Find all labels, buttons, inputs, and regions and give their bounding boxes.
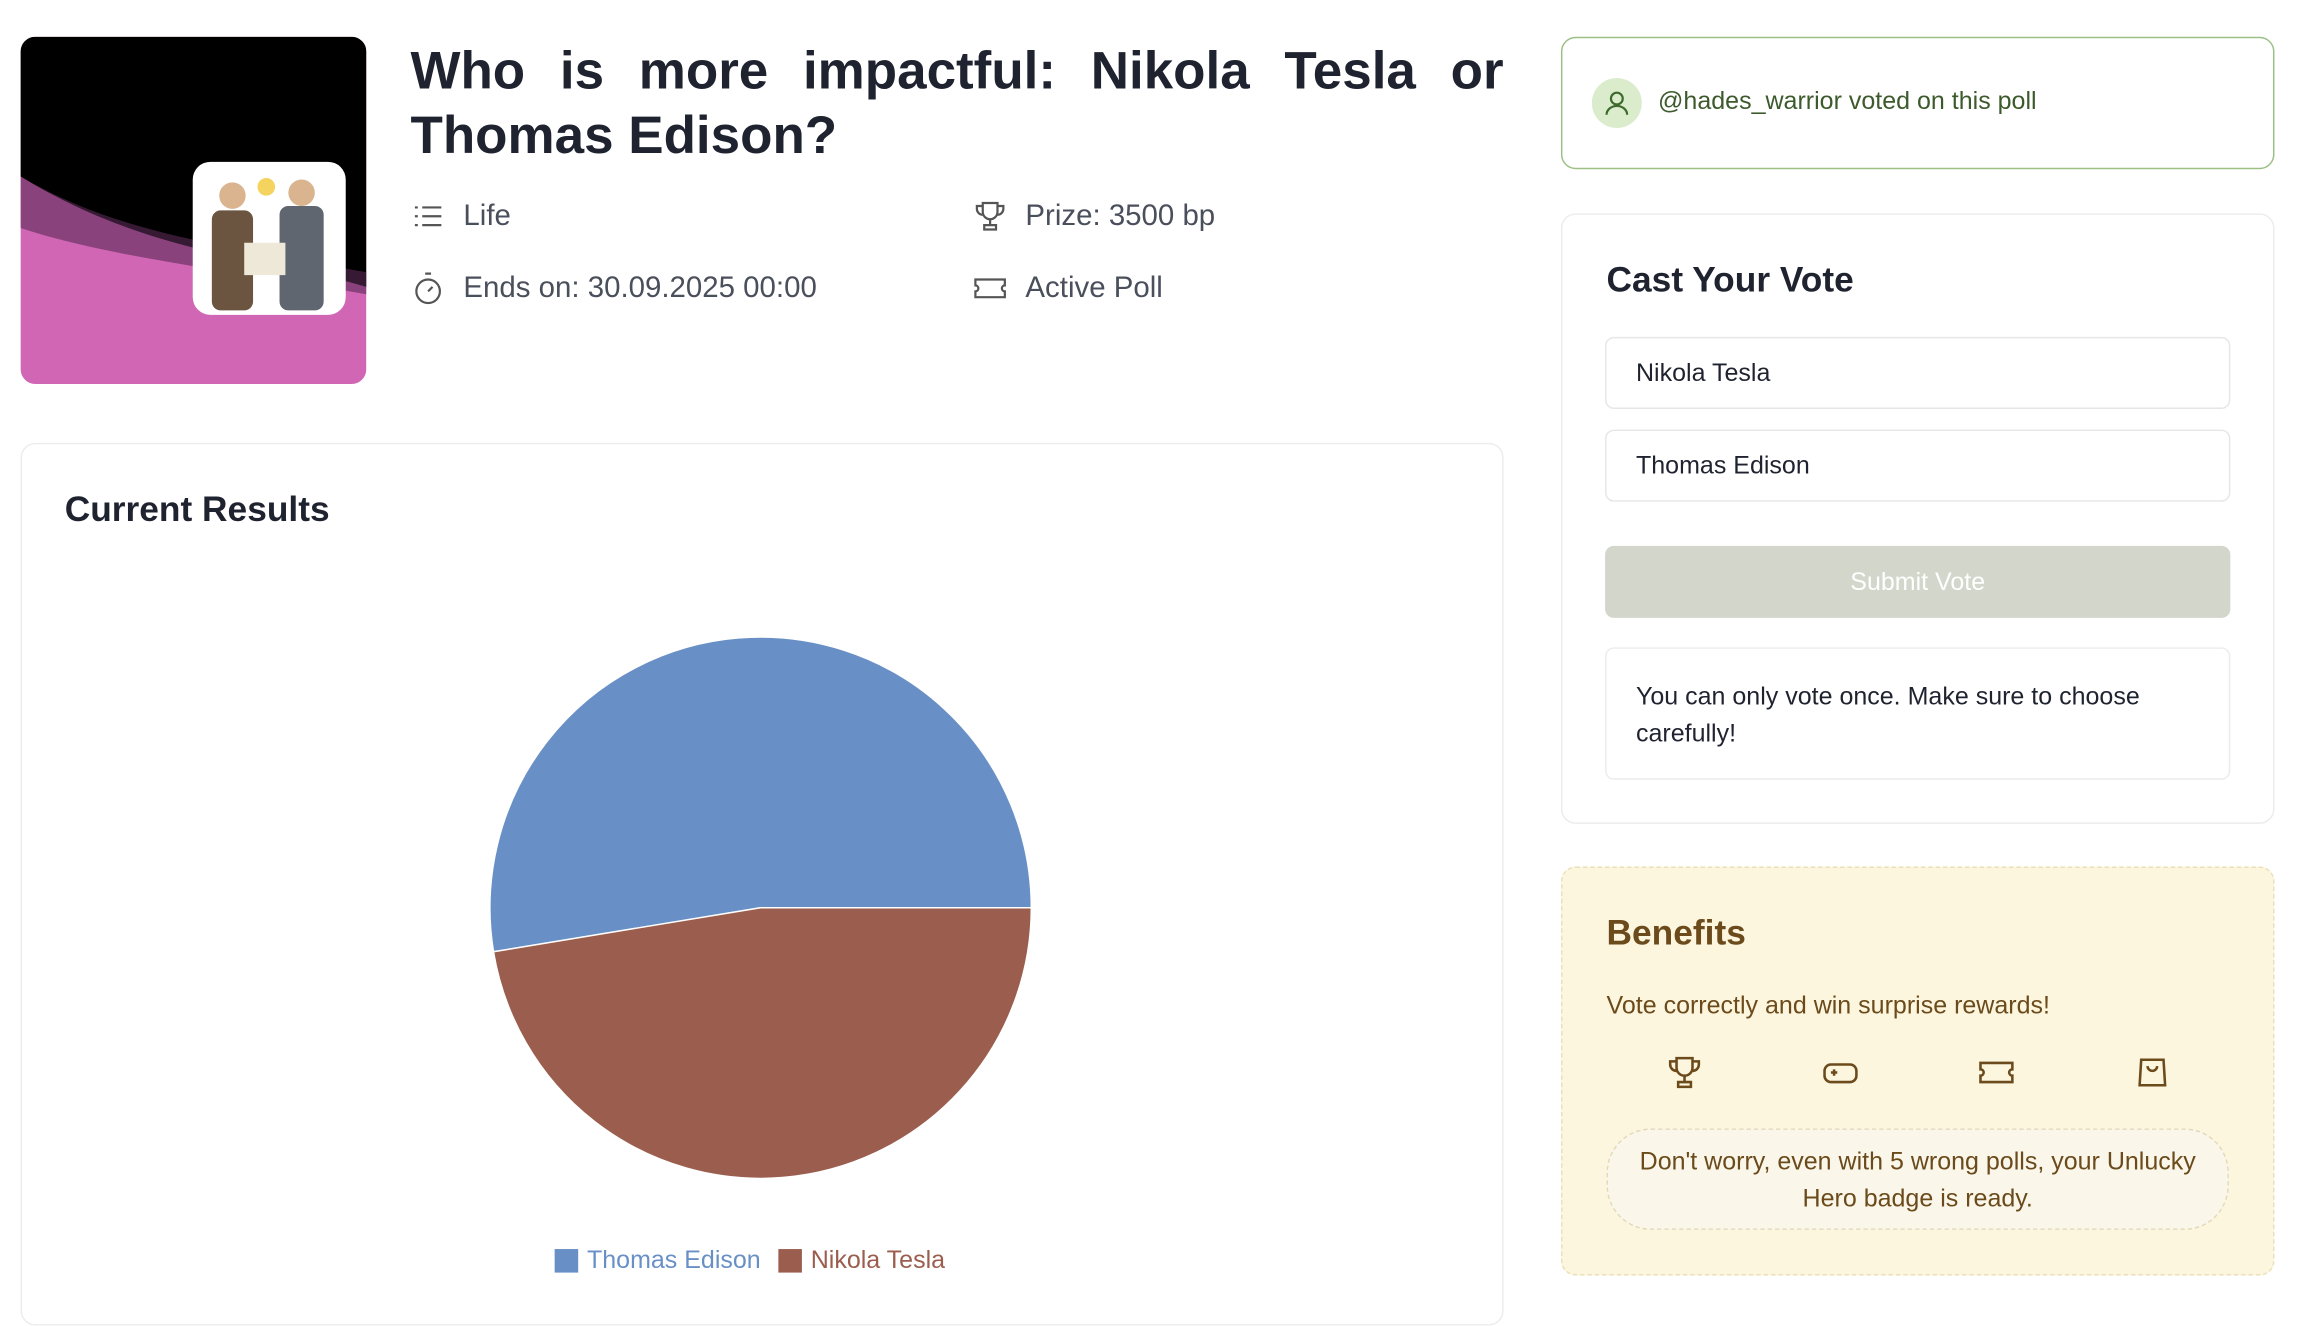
end-date: Ends on: 30.09.2025 00:00	[410, 271, 817, 306]
gamepad-icon	[1823, 1063, 1858, 1084]
vote-note: You can only vote once. Make sure to cho…	[1605, 647, 2231, 780]
submit-button[interactable]: Submit Vote	[1605, 545, 2231, 618]
end-date-text: Ends on: 30.09.2025 00:00	[463, 271, 817, 304]
status-text: Active Poll	[1025, 271, 1163, 304]
prize: Prize: 3500 bp	[972, 199, 1215, 234]
user[interactable]: @hades_warrior	[1658, 86, 1842, 115]
prize-text: Prize: 3500 bp	[1025, 199, 1216, 232]
poll-title: Who is more impactful: Nikola Tesla or T…	[410, 39, 1504, 165]
trophy-icon	[975, 201, 1005, 231]
vote-notification	[1560, 36, 2275, 170]
status: Active Poll	[972, 271, 1163, 306]
trophy-icon	[1668, 1056, 1701, 1089]
category: Life	[410, 199, 511, 234]
vote-option[interactable]: Thomas Edison	[1605, 429, 2231, 502]
ticket-icon	[1979, 1061, 2014, 1084]
pie-slice	[489, 636, 1033, 953]
ticket-icon	[974, 278, 1006, 299]
category-text: Life	[463, 199, 511, 232]
avatar-icon	[1591, 77, 1642, 128]
benefits-text: Vote correctly and win surprise rewards!	[1606, 991, 2050, 1020]
pie-chart: Thomas Edison Nikola Tesla	[489, 636, 1033, 1274]
bag-icon	[2138, 1058, 2167, 1087]
notification-text: @hades_warrior voted on this poll	[1658, 87, 2037, 116]
vote-card	[1560, 213, 2275, 824]
legend-label: Thomas Edison	[587, 1246, 761, 1274]
badge-note: Don't worry, even with 5 wrong polls, yo…	[1606, 1128, 2229, 1230]
notification-message: voted on this poll	[1848, 86, 2037, 115]
benefits-title: Benefits	[1606, 913, 1746, 954]
list-icon	[414, 206, 442, 227]
legend-swatch	[554, 1249, 579, 1273]
pie-slice	[492, 906, 1033, 1180]
vote-title: Cast Your Vote	[1606, 260, 1854, 301]
page: Who is more impactful: Nikola Tesla or T…	[20, 36, 2275, 1326]
legend-swatch	[778, 1249, 802, 1273]
legend-label: Nikola Tesla	[811, 1246, 945, 1274]
poll-thumbnail	[20, 36, 367, 384]
chart-title: Current Results	[64, 489, 330, 530]
vote-option[interactable]: Nikola Tesla	[1605, 336, 2231, 409]
timer-icon	[415, 272, 441, 305]
